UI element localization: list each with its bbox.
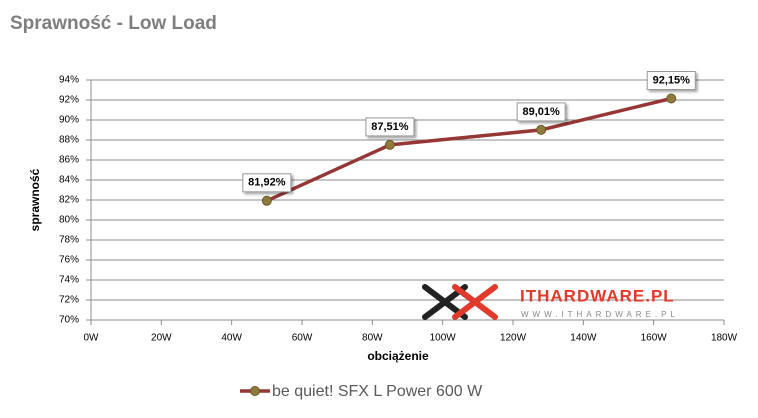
data-label-box: [365, 117, 415, 137]
y-tick-label: 76%: [59, 255, 79, 266]
x-tick-label: 20W: [151, 333, 172, 344]
x-tick-label: 40W: [221, 333, 242, 344]
series-line: [266, 96, 672, 203]
data-label: 89,01%: [522, 106, 560, 118]
x-tick-label: 160W: [641, 333, 668, 344]
watermark-url: WWW.ITHARDWARE.PL: [521, 310, 679, 319]
y-tick-label: 94%: [59, 75, 79, 86]
data-label: 87,51%: [371, 121, 409, 133]
x-tick-label: 100W: [430, 333, 457, 344]
data-point: [536, 124, 547, 135]
data-label-box: [646, 71, 696, 90]
legend: be quiet! SFX L Power 600 W: [240, 383, 483, 400]
data-label-box: [516, 102, 566, 122]
x-tick-label: 180W: [711, 333, 738, 344]
chart-title: Sprawność - Low Load: [10, 13, 217, 34]
y-tick-label: 88%: [59, 135, 79, 146]
data-point: [666, 93, 677, 104]
y-axis-label: sprawność: [28, 168, 42, 231]
x-tick-label: 120W: [500, 333, 527, 344]
y-tick-label: 72%: [59, 295, 79, 306]
y-tick-label: 92%: [59, 95, 79, 106]
x-tick-label: 80W: [362, 333, 383, 344]
data-label: 92,15%: [653, 74, 691, 86]
y-tick-label: 70%: [59, 315, 79, 326]
y-tick-label: 90%: [59, 115, 79, 126]
legend-label: be quiet! SFX L Power 600 W: [272, 383, 483, 400]
y-tick-label: 80%: [59, 215, 79, 226]
data-point: [384, 139, 395, 150]
y-tick-label: 82%: [59, 195, 79, 206]
data-label-box: [242, 173, 292, 193]
y-tick-label: 74%: [59, 275, 79, 286]
legend-marker: [250, 386, 260, 396]
y-tick-label: 84%: [59, 175, 79, 186]
x-tick-label: 140W: [570, 333, 597, 344]
data-label: 81,92%: [248, 177, 286, 189]
y-tick-label: 86%: [59, 155, 79, 166]
y-tick-label: 78%: [59, 235, 79, 246]
watermark-logo: [422, 284, 498, 320]
x-tick-label: 0W: [84, 333, 100, 344]
x-tick-label: 60W: [292, 333, 313, 344]
x-axis-label: obciążenie: [367, 349, 429, 363]
watermark-brand: ITHARDWARE.PL: [520, 286, 675, 305]
data-point: [261, 195, 272, 206]
